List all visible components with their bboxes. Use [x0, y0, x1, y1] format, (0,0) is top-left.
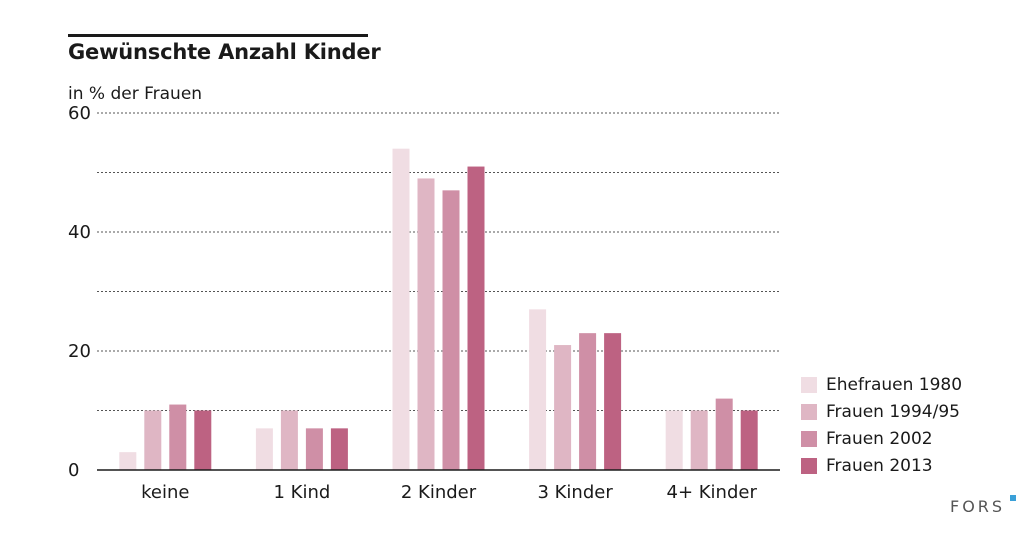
legend-label: Frauen 1994/95 [826, 401, 960, 422]
x-tick-label: keine [141, 482, 189, 503]
gridlines [97, 112, 780, 411]
bar [392, 148, 410, 470]
y-tick-label: 60 [68, 103, 91, 124]
title-rule [68, 34, 368, 37]
bar [740, 410, 758, 470]
legend-item: Frauen 2013 [801, 452, 962, 479]
bar [579, 333, 597, 470]
x-tick-label: 2 Kinder [401, 482, 477, 503]
legend-label: Frauen 2013 [826, 455, 933, 476]
y-tick-label: 40 [68, 222, 91, 243]
bar [169, 404, 187, 470]
bar [305, 428, 323, 470]
bar [280, 410, 298, 470]
legend-label: Frauen 2002 [826, 428, 933, 449]
bar [529, 309, 547, 470]
bar [144, 410, 162, 470]
legend-item: Ehefrauen 1980 [801, 371, 962, 398]
legend-swatch [801, 376, 817, 393]
y-tick-labels: 0 20 40 60 [68, 103, 91, 481]
logo-dot-icon [1010, 495, 1016, 501]
y-tick-label: 0 [68, 460, 79, 481]
bar [715, 398, 733, 470]
y-axis-label: in % der Frauen [68, 84, 203, 104]
legend-item: Frauen 2002 [801, 425, 962, 452]
x-tick-label: 4+ Kinder [667, 482, 758, 503]
bar [467, 166, 485, 471]
fors-logo: FORS [950, 497, 1006, 516]
legend-swatch [801, 403, 817, 420]
bar [417, 178, 435, 470]
bar [442, 190, 460, 470]
legend-item: Frauen 1994/95 [801, 398, 962, 425]
legend: Ehefrauen 1980 Frauen 1994/95 Frauen 2002 F… [801, 371, 962, 479]
bars [119, 148, 758, 471]
bar [119, 452, 137, 470]
bar [604, 333, 622, 470]
legend-swatch [801, 457, 817, 474]
x-tick-label: 3 Kinder [537, 482, 613, 503]
bar [690, 410, 708, 470]
bar [255, 428, 273, 470]
x-tick-labels: keine 1 Kind 2 Kinder 3 Kinder 4+ Kinder [141, 482, 757, 503]
legend-swatch [801, 430, 817, 447]
chart-title: Gewünschte Anzahl Kinder [68, 40, 381, 64]
legend-label: Ehefrauen 1980 [826, 374, 963, 395]
bar [194, 410, 212, 470]
x-tick-label: 1 Kind [273, 482, 330, 503]
bar [330, 428, 348, 470]
y-tick-label: 20 [68, 341, 91, 362]
bar [665, 410, 683, 470]
bar [554, 345, 572, 470]
